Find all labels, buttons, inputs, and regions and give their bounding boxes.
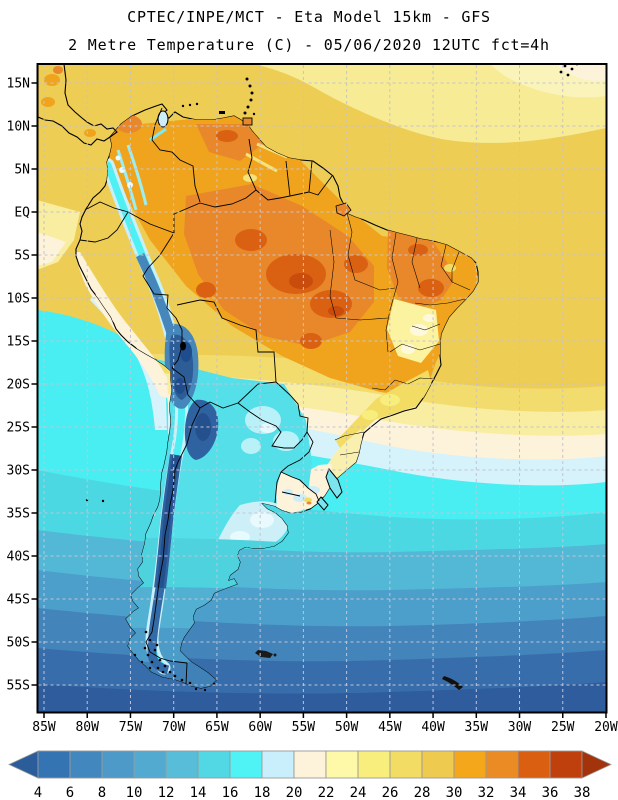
- latitude-axis: 15N 10N 5N EQ 5S 10S 15S 20S 25S 30S 35S 40S 45S 50S 5…: [7, 77, 37, 694]
- lat-tick-label: 15N: [7, 77, 30, 92]
- lon-tick-label: 40W: [421, 720, 445, 735]
- colorbar-tick-label: 16: [222, 785, 239, 800]
- lon-tick-label: 25W: [551, 720, 575, 735]
- colorbar-segment: [101, 750, 135, 779]
- colorbar-segment: [37, 750, 71, 779]
- colorbar-tick-label: 6: [66, 785, 74, 800]
- colorbar-tick-label: 28: [414, 785, 431, 800]
- colorbar-tick-label: 30: [446, 785, 463, 800]
- lat-tick-label: 5N: [14, 163, 30, 178]
- lon-tick-label: 30W: [508, 720, 532, 735]
- colorbar-tick-label: 18: [254, 785, 271, 800]
- colorbar-tick-label: 34: [510, 785, 527, 800]
- lat-tick-label: 10S: [7, 292, 30, 307]
- colorbar-tick-label: 38: [574, 785, 591, 800]
- colorbar-segment: [453, 750, 487, 779]
- colorbar-tick-label: 12: [158, 785, 175, 800]
- lat-tick-label: 45S: [7, 593, 30, 608]
- colorbar-tick-label: 14: [190, 785, 207, 800]
- colorbar-tick-label: 36: [542, 785, 559, 800]
- colorbar-tick-label: 10: [126, 785, 143, 800]
- lon-tick-label: 20W: [594, 720, 618, 735]
- country-borders: [79, 107, 333, 685]
- lat-tick-label: 5S: [14, 249, 30, 264]
- lon-tick-label: 60W: [248, 720, 272, 735]
- lat-tick-label: 55S: [7, 679, 30, 694]
- grid-lines: [38, 65, 606, 711]
- lat-tick-label: 15S: [7, 335, 30, 350]
- colorbar-segment: [325, 750, 359, 779]
- colorbar-tick-label: 26: [382, 785, 399, 800]
- colorbar-tick-label: 8: [98, 785, 106, 800]
- lon-tick-label: 45W: [378, 720, 402, 735]
- colorbar-segment: [133, 750, 167, 779]
- colorbar-arrow-right: [581, 750, 612, 779]
- lon-tick-label: 55W: [292, 720, 316, 735]
- colorbar-tick-label: 22: [318, 785, 335, 800]
- lakes-and-islands: [85, 64, 579, 692]
- map-frame: [36, 63, 608, 714]
- colorbar-tick-label: 20: [286, 785, 303, 800]
- lon-tick-label: 70W: [162, 720, 186, 735]
- lat-tick-label: 30S: [7, 464, 30, 479]
- lat-tick-label: 10N: [7, 120, 30, 135]
- colorbar-segment: [197, 750, 231, 779]
- colorbar-segment: [389, 750, 423, 779]
- colorbar-segment: [165, 750, 199, 779]
- lon-tick-label: 50W: [335, 720, 359, 735]
- lat-tick-label: 35S: [7, 507, 30, 522]
- lat-tick-label: EQ: [14, 206, 30, 221]
- colorbar-tick-label: 4: [34, 785, 42, 800]
- central-america: [37, 64, 118, 146]
- longitude-axis: 85W 80W 75W 70W 65W 60W 55W 50W 45W 40W 35W 30W 25W 2…: [32, 712, 618, 735]
- colorbar-segment: [421, 750, 455, 779]
- colorbar-segment: [69, 750, 103, 779]
- lon-tick-label: 85W: [32, 720, 56, 735]
- colorbar-segment: [293, 750, 327, 779]
- state-borders: [329, 212, 471, 456]
- lon-tick-label: 80W: [75, 720, 99, 735]
- colorbar-segment: [485, 750, 519, 779]
- map-content: [37, 64, 607, 713]
- lat-tick-label: 40S: [7, 550, 30, 565]
- title-line-2: 2 Metre Temperature (C) - 05/06/2020 12U…: [68, 36, 550, 54]
- temperature-colorbar: 4 6 8 10 12 14 16 18 20 22 24 26 28 30 32 34 36 38: [8, 750, 612, 800]
- title-line-1: CPTEC/INPE/MCT - Eta Model 15km - GFS: [127, 8, 491, 26]
- lon-tick-label: 75W: [119, 720, 143, 735]
- lat-tick-label: 25S: [7, 421, 30, 436]
- lat-tick-label: 20S: [7, 378, 30, 393]
- lon-tick-label: 65W: [205, 720, 229, 735]
- colorbar-segment: [229, 750, 263, 779]
- colorbar-segment: [549, 750, 583, 779]
- colorbar-segment: [261, 750, 295, 779]
- colorbar-tick-label: 32: [478, 785, 495, 800]
- lat-tick-label: 50S: [7, 636, 30, 651]
- colorbar-segment: [517, 750, 551, 779]
- colorbar-arrow-left: [8, 750, 39, 779]
- lon-tick-label: 35W: [465, 720, 489, 735]
- colorbar-tick-label: 24: [350, 785, 367, 800]
- colorbar-segment: [357, 750, 391, 779]
